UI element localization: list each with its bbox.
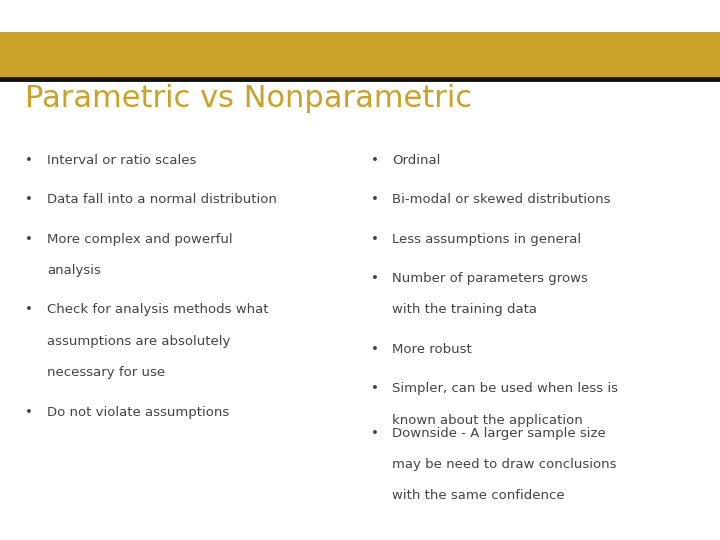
Text: •: •	[371, 233, 379, 246]
Text: •: •	[371, 343, 379, 356]
Text: Downside - A larger sample size: Downside - A larger sample size	[392, 427, 606, 440]
Text: Simpler, can be used when less is: Simpler, can be used when less is	[392, 382, 618, 395]
Text: analysis: analysis	[47, 264, 101, 277]
Text: •: •	[371, 427, 379, 440]
Text: •: •	[25, 406, 33, 419]
Text: with the training data: with the training data	[392, 303, 537, 316]
Text: Interval or ratio scales: Interval or ratio scales	[47, 154, 196, 167]
Text: assumptions are absolutely: assumptions are absolutely	[47, 335, 230, 348]
Text: •: •	[25, 233, 33, 246]
Text: known about the application: known about the application	[392, 414, 583, 427]
Text: More complex and powerful: More complex and powerful	[47, 233, 233, 246]
Text: may be need to draw conclusions: may be need to draw conclusions	[392, 458, 617, 471]
Text: •: •	[371, 272, 379, 285]
Text: •: •	[25, 303, 33, 316]
Text: •: •	[25, 193, 33, 206]
Text: Number of parameters grows: Number of parameters grows	[392, 272, 588, 285]
Text: Data fall into a normal distribution: Data fall into a normal distribution	[47, 193, 276, 206]
Text: Less assumptions in general: Less assumptions in general	[392, 233, 582, 246]
Text: Check for analysis methods what: Check for analysis methods what	[47, 303, 269, 316]
Text: More robust: More robust	[392, 343, 472, 356]
Text: necessary for use: necessary for use	[47, 366, 165, 379]
Text: Parametric vs Nonparametric: Parametric vs Nonparametric	[25, 84, 472, 113]
Text: •: •	[371, 193, 379, 206]
Text: •: •	[25, 154, 33, 167]
Text: •: •	[371, 382, 379, 395]
Bar	[0, 32, 720, 78]
Text: Ordinal: Ordinal	[392, 154, 441, 167]
Text: with the same confidence: with the same confidence	[392, 489, 565, 502]
Text: Do not violate assumptions: Do not violate assumptions	[47, 406, 229, 419]
Text: Bi-modal or skewed distributions: Bi-modal or skewed distributions	[392, 193, 611, 206]
Text: •: •	[371, 154, 379, 167]
